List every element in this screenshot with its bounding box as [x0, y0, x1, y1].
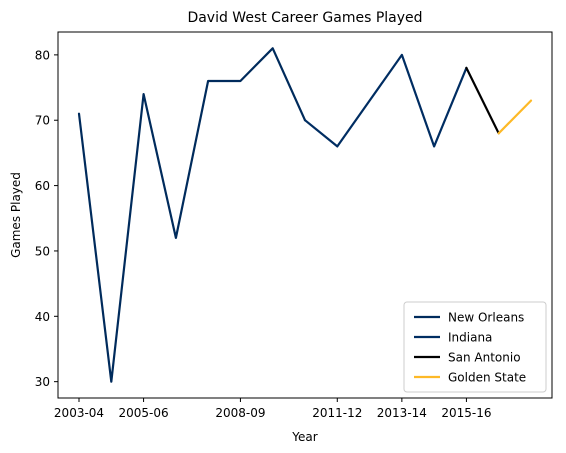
y-tick-label: 70	[35, 114, 50, 128]
legend-label-san-antonio: San Antonio	[448, 351, 521, 365]
legend-label-indiana: Indiana	[448, 331, 492, 345]
series-line-indiana	[305, 55, 466, 146]
chart-title: David West Career Games Played	[187, 10, 422, 26]
x-tick-label: 2005-06	[119, 406, 169, 420]
y-tick-label: 50	[35, 244, 50, 258]
x-tick-label: 2015-16	[441, 406, 491, 420]
x-tick-label: 2013-14	[377, 406, 427, 420]
series-line-san-antonio	[466, 68, 498, 133]
y-axis-label: Games Played	[9, 172, 23, 258]
series-line-new-orleans	[79, 48, 305, 381]
legend: New Orleans Indiana San Antonio Golden Stat…	[404, 302, 546, 392]
y-tick-label: 40	[35, 310, 50, 324]
x-tick-label: 2011-12	[312, 406, 362, 420]
y-tick-label: 30	[35, 375, 50, 389]
x-tick-label: 2008-09	[215, 406, 265, 420]
x-axis-label: Year	[291, 430, 317, 444]
x-axis: 2003-04 2005-06 2008-09 2011-12 2013-14 2015-…	[54, 398, 492, 420]
y-axis: 30 40 50 60 70 80	[35, 48, 58, 389]
series-line-golden-state	[499, 101, 531, 134]
legend-label-golden-state: Golden State	[448, 371, 526, 385]
legend-label-new-orleans: New Orleans	[448, 311, 524, 325]
x-tick-label: 2003-04	[54, 406, 104, 420]
y-tick-label: 60	[35, 179, 50, 193]
y-tick-label: 80	[35, 48, 50, 62]
